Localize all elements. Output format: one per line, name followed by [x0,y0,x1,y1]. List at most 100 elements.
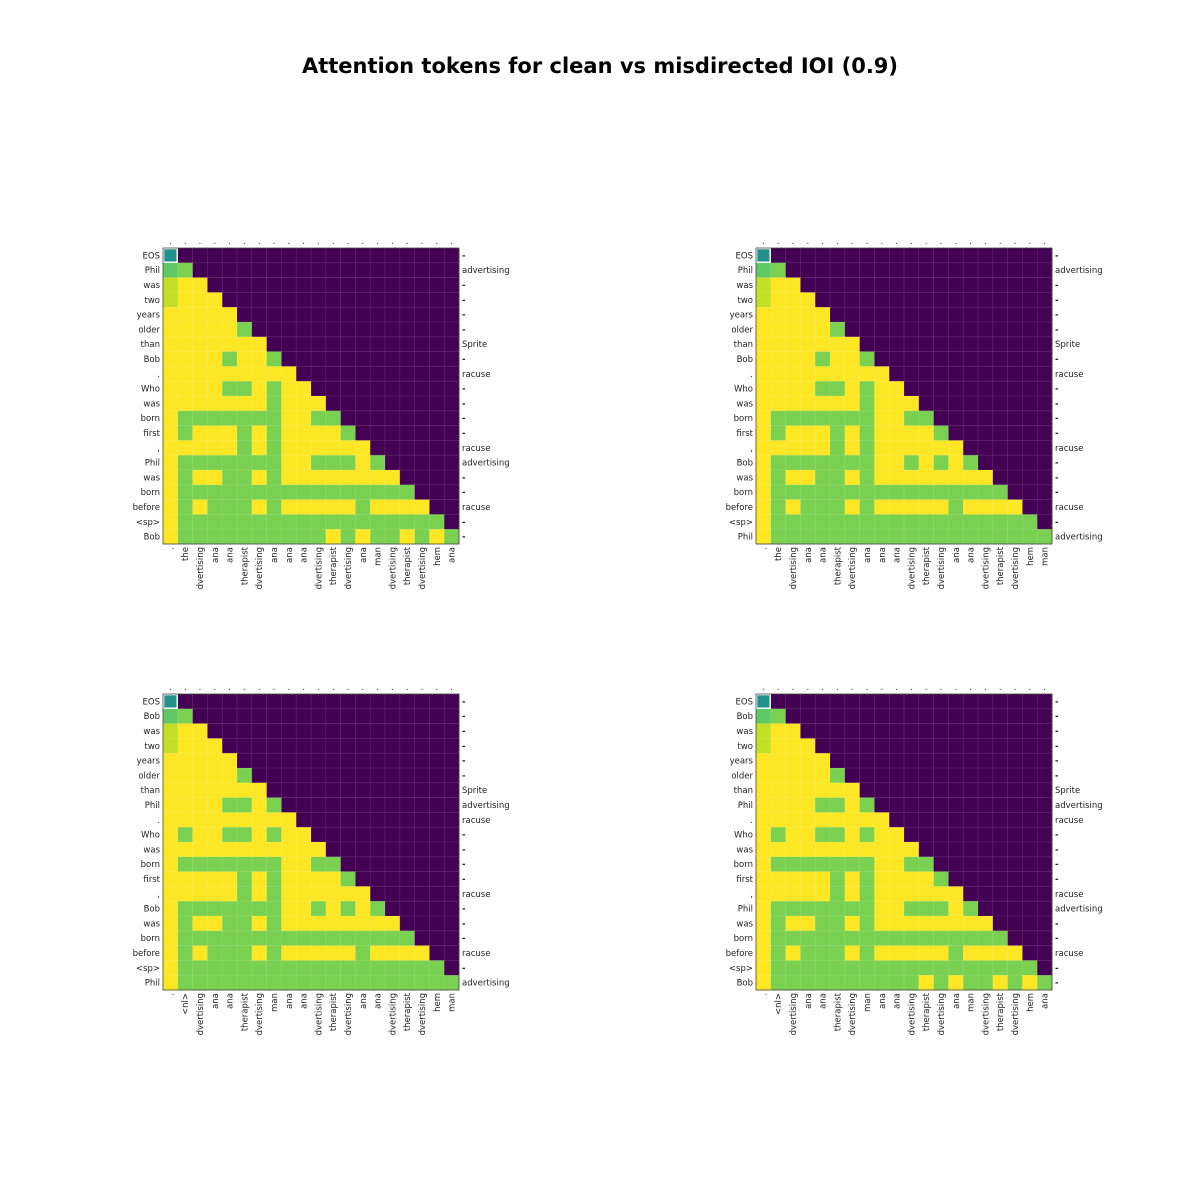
heatmap-cell [370,753,386,769]
heatmap-cell [800,307,816,323]
heatmap-cell [385,410,401,426]
heatmap-cell [325,753,341,769]
heatmap-cell [963,723,979,739]
heatmap-cell [785,886,801,902]
heatmap-cell [815,262,831,278]
heatmap-cell [785,262,801,278]
col-label: dvertising [196,547,206,589]
heatmap-cell [933,797,949,813]
heatmap-cell [785,827,801,843]
heatmap-cell [770,529,786,545]
heatmap-cell [355,945,371,961]
heatmap-cell [281,723,297,739]
heatmap-cell [963,871,979,887]
heatmap-cell [992,738,1008,754]
heatmap-cell [325,410,341,426]
heatmap-cell [251,514,267,530]
heatmap-cell [844,753,860,769]
col-label: ana [819,993,829,1009]
heatmap-cell [830,738,846,754]
heatmap-cell [251,945,267,961]
heatmap-cell [830,425,846,441]
heatmap-cell [414,262,430,278]
heatmap-cell [222,381,238,397]
heatmap-cell [889,768,905,784]
highlight-box [162,247,178,263]
heatmap-cell [933,812,949,828]
heatmap-cell [1022,292,1038,308]
heatmap-cell [266,827,282,843]
heatmap-cell [311,262,327,278]
heatmap-cell [1022,425,1038,441]
heatmap-cell [844,782,860,798]
heatmap-cell [296,723,312,739]
heatmap-cell [889,960,905,976]
heatmap-cell [1022,499,1038,515]
heatmap-cell [800,782,816,798]
heatmap-cell [830,827,846,843]
heatmap-cell [933,945,949,961]
heatmap-cell [192,916,208,932]
heatmap-cell [340,960,356,976]
heatmap-cell [756,945,772,961]
heatmap-cell [296,901,312,917]
heatmap-cell [1022,322,1038,338]
heatmap-cell [978,484,994,500]
heatmap-cell [992,277,1008,293]
heatmap-cell [1037,484,1053,500]
right-label: - [462,399,466,409]
right-label: - [462,325,466,335]
heatmap-cell [1007,871,1023,887]
heatmap-cell [251,827,267,843]
top-label: . [1043,683,1046,693]
heatmap-cell [266,484,282,500]
heatmap-cell [281,499,297,515]
heatmap-cell [844,484,860,500]
heatmap-cell [785,425,801,441]
heatmap-cell [800,901,816,917]
heatmap-cell [978,514,994,530]
heatmap-cell [251,916,267,932]
col-label: ana [300,547,310,563]
heatmap-cell [1007,827,1023,843]
heatmap-cell [963,248,979,264]
top-label: . [376,683,379,693]
heatmap-cell [251,366,267,382]
heatmap-cell [1037,425,1053,441]
heatmap-cell [237,901,253,917]
right-label: - [1055,355,1059,365]
top-label: . [910,683,913,693]
heatmap-cell [444,945,460,961]
top-label: . [792,237,795,247]
right-label: racuse [462,890,490,900]
heatmap-cell [266,470,282,486]
heatmap-cell [1007,262,1023,278]
heatmap-cell [222,499,238,515]
row-label: born [734,488,753,498]
heatmap-cell [414,322,430,338]
heatmap-cell [207,738,223,754]
col-label: ana [863,547,873,563]
heatmap-cell [444,782,460,798]
heatmap-cell [266,797,282,813]
heatmap-cell [978,708,994,724]
heatmap-cell [978,262,994,278]
heatmap-cell [1037,694,1053,710]
heatmap-cell [889,248,905,264]
heatmap-cell [844,307,860,323]
heatmap-cell [1007,336,1023,352]
heatmap-cell [207,396,223,412]
heatmap-cell [844,901,860,917]
heatmap-cell [889,945,905,961]
heatmap-cell [933,738,949,754]
heatmap-cell [963,514,979,530]
heatmap-cell [296,960,312,976]
heatmap-cell [904,529,920,545]
heatmap-cell [770,886,786,902]
heatmap-cell [237,381,253,397]
heatmap-cell [370,782,386,798]
heatmap-cell [429,782,445,798]
heatmap-cell [340,351,356,367]
heatmap-cell [207,797,223,813]
heatmap-cell [815,871,831,887]
